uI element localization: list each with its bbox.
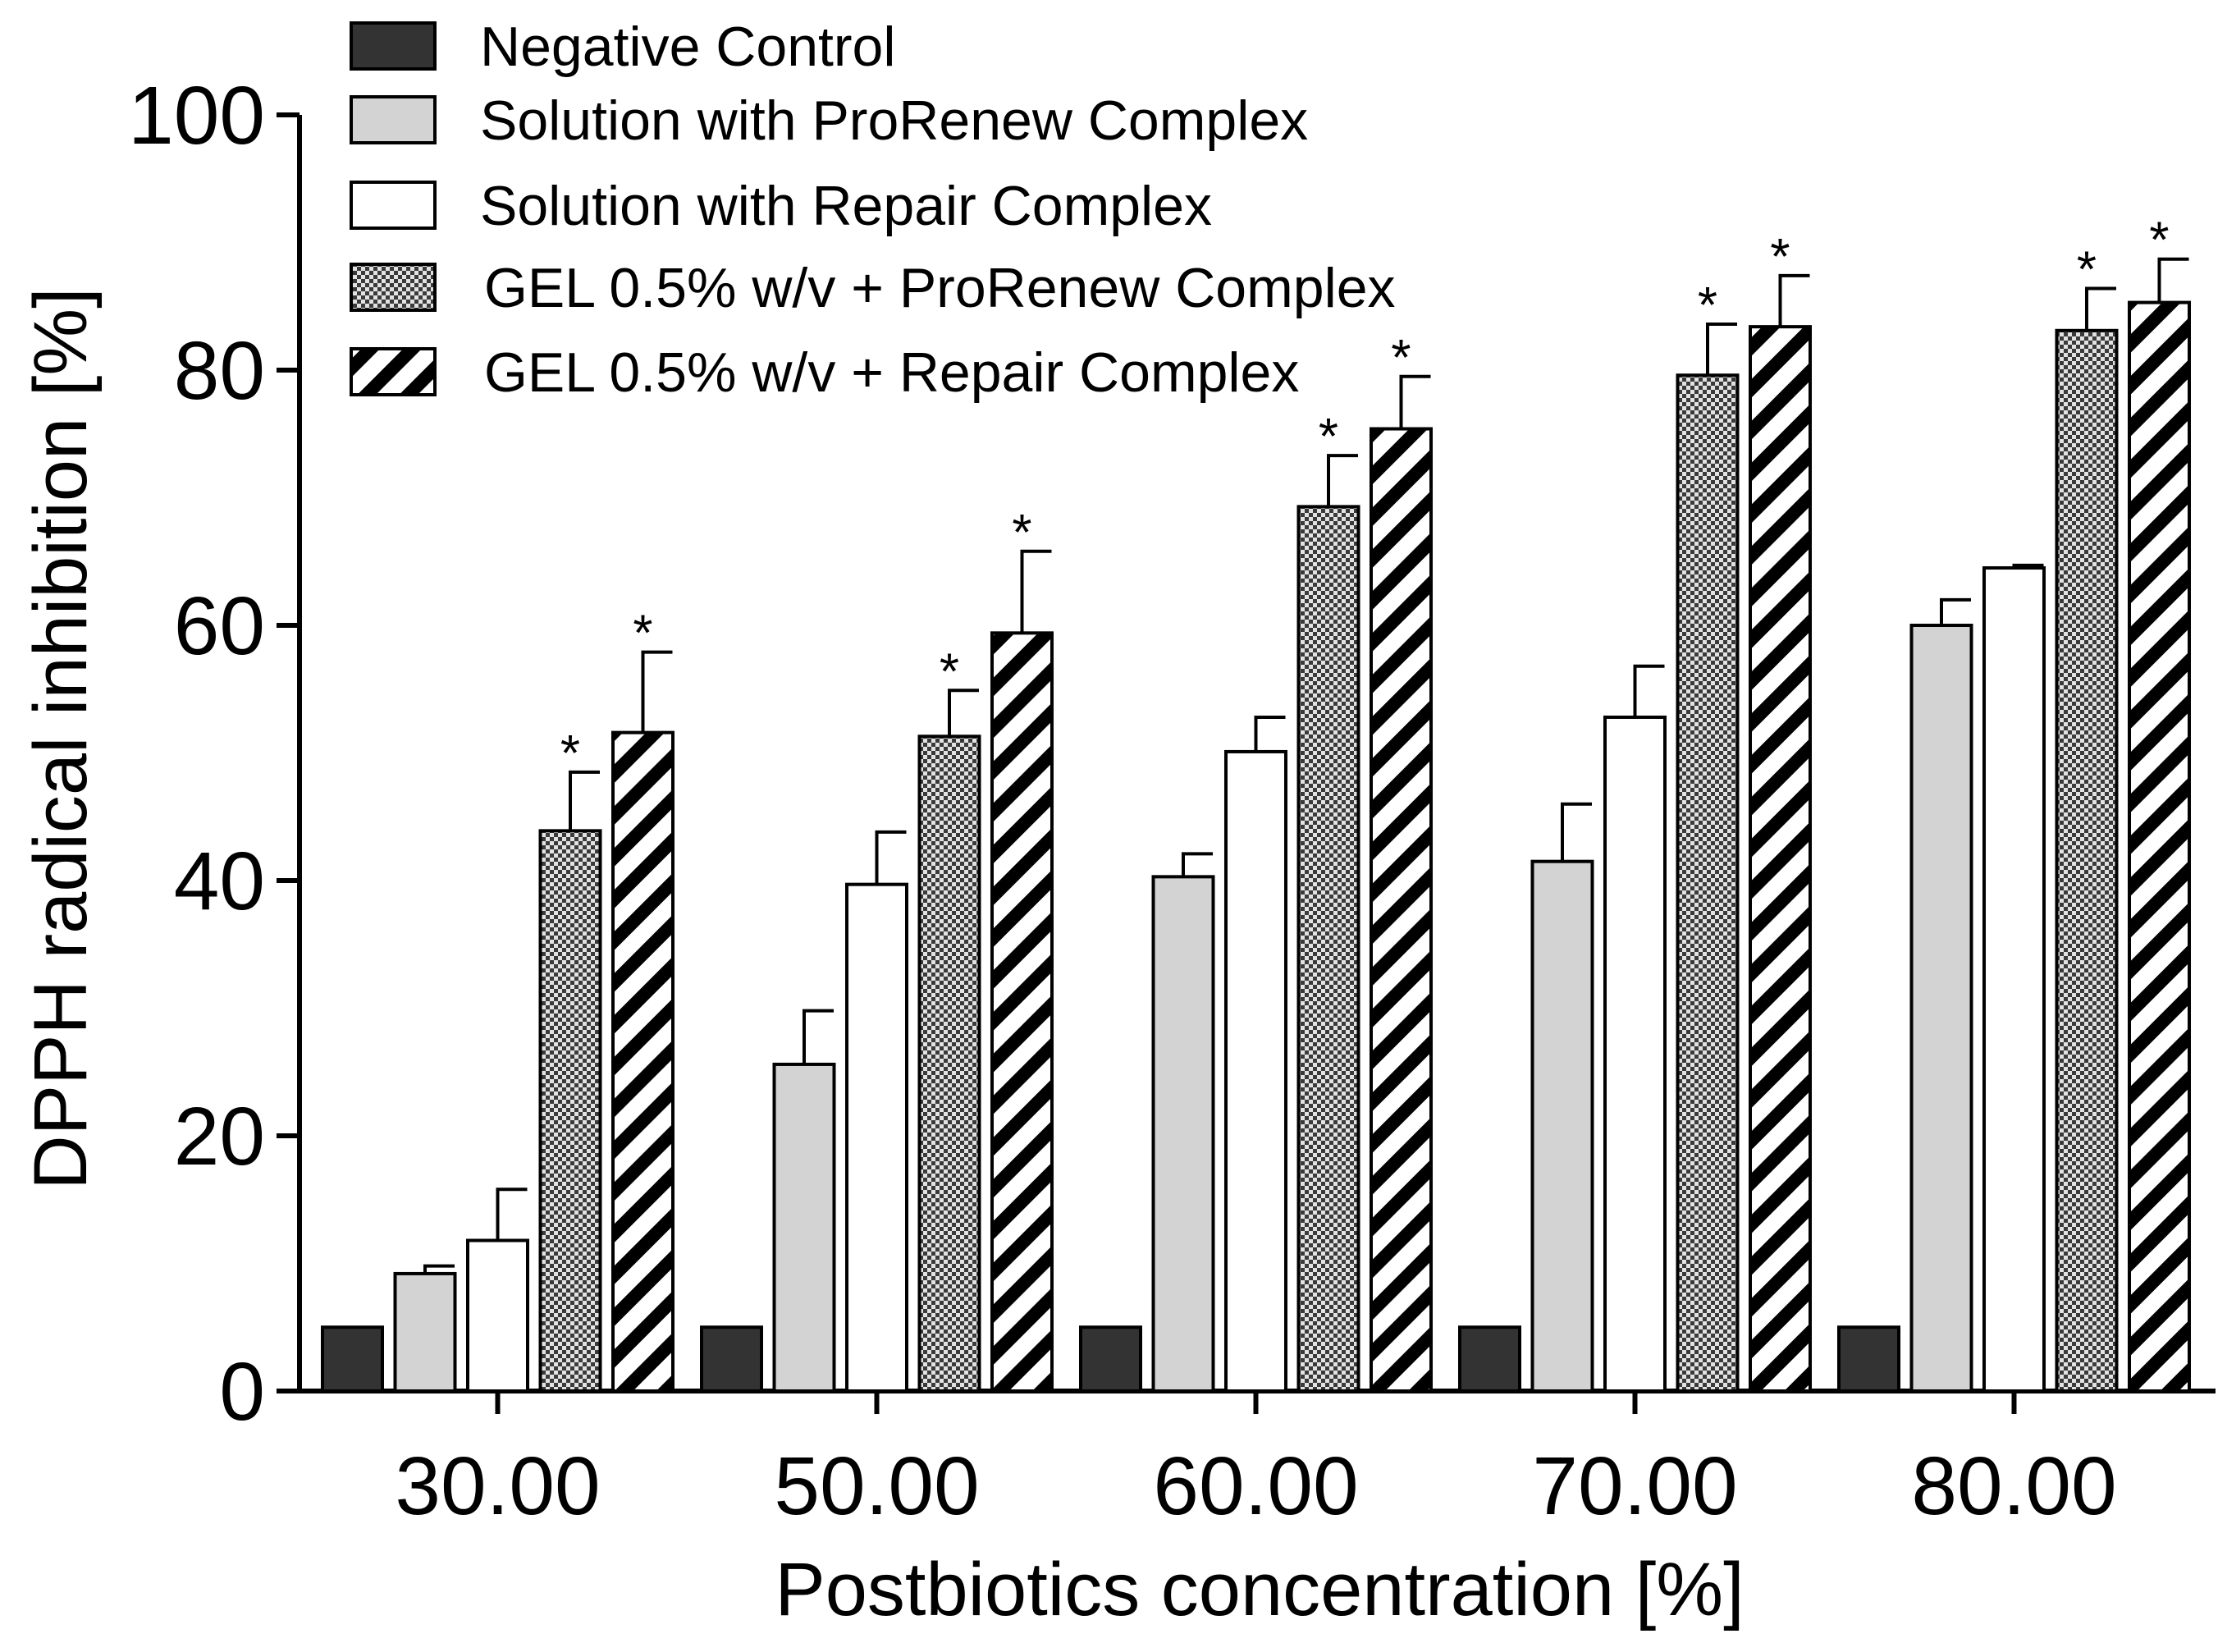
x-tick-label: 70.00 <box>1532 1440 1737 1532</box>
bar <box>1676 373 1740 1393</box>
plot-area: 0 20 40 60 80 100 30.00 50.00 60.00 70.00 80.00 *… <box>128 70 2216 1532</box>
legend: Negative Control Solution with ProRenew C… <box>350 16 1396 404</box>
x-axis-title: Postbiotics concentration [%] <box>775 1548 1744 1631</box>
significance-marker: * <box>1012 505 1031 561</box>
bar <box>611 730 675 1393</box>
legend-swatch <box>350 95 437 144</box>
bar <box>1458 1325 1521 1393</box>
y-tick-label: 100 <box>128 70 265 162</box>
legend-label: GEL 0.5% w/v + Repair Complex <box>484 341 1299 404</box>
x-axis-ticks: 30.00 50.00 60.00 70.00 80.00 <box>395 1391 2117 1532</box>
y-tick-label: 80 <box>174 325 265 417</box>
bar <box>1909 624 1973 1393</box>
y-axis-title: DPPH radical inhibition [%] <box>19 287 103 1189</box>
significance-marker: * <box>1391 330 1411 387</box>
bar <box>1749 325 1812 1393</box>
bar <box>1837 1325 1900 1393</box>
significance-marker: * <box>2149 213 2169 269</box>
y-tick-label: 0 <box>219 1346 265 1438</box>
bar <box>321 1325 384 1393</box>
legend-label: GEL 0.5% w/v + ProRenew Complex <box>484 257 1396 319</box>
bar <box>2128 300 2191 1393</box>
bar <box>466 1238 529 1393</box>
significance-marker: * <box>940 643 959 700</box>
bar <box>1982 566 2046 1393</box>
x-tick-label: 60.00 <box>1153 1440 1358 1532</box>
bars: * * * * * * * * * * <box>321 213 2191 1393</box>
bar <box>1224 749 1287 1393</box>
bar <box>2055 328 2119 1393</box>
legend-swatch <box>350 21 437 71</box>
legend-label: Negative Control <box>480 16 895 78</box>
bar <box>772 1062 836 1393</box>
legend-swatch <box>350 181 437 230</box>
bar <box>845 882 908 1393</box>
bar <box>1296 505 1360 1393</box>
y-tick-label: 60 <box>174 580 265 672</box>
significance-marker: * <box>560 725 580 782</box>
significance-marker: * <box>2077 241 2097 298</box>
bar <box>393 1271 457 1393</box>
bar <box>1079 1325 1142 1393</box>
bar <box>1530 859 1594 1393</box>
y-axis-ticks: 0 20 40 60 80 100 <box>128 70 300 1438</box>
legend-label: Solution with ProRenew Complex <box>480 89 1308 152</box>
y-tick-label: 20 <box>174 1091 265 1183</box>
bar <box>990 631 1054 1393</box>
bar <box>1151 875 1215 1393</box>
significance-marker: * <box>633 606 652 662</box>
bar <box>700 1325 763 1393</box>
legend-label: Solution with Repair Complex <box>480 175 1212 237</box>
bar <box>538 829 602 1393</box>
bar <box>1603 715 1667 1393</box>
y-tick-label: 40 <box>174 835 265 927</box>
legend-swatch <box>350 347 437 396</box>
bar <box>1370 427 1433 1393</box>
x-tick-label: 30.00 <box>395 1440 600 1532</box>
significance-marker: * <box>1698 277 1717 334</box>
x-tick-label: 80.00 <box>1911 1440 2116 1532</box>
bar <box>917 734 981 1393</box>
legend-swatch <box>350 263 437 312</box>
x-tick-label: 50.00 <box>774 1440 979 1532</box>
significance-marker: * <box>1770 229 1790 286</box>
significance-marker: * <box>1319 409 1338 465</box>
